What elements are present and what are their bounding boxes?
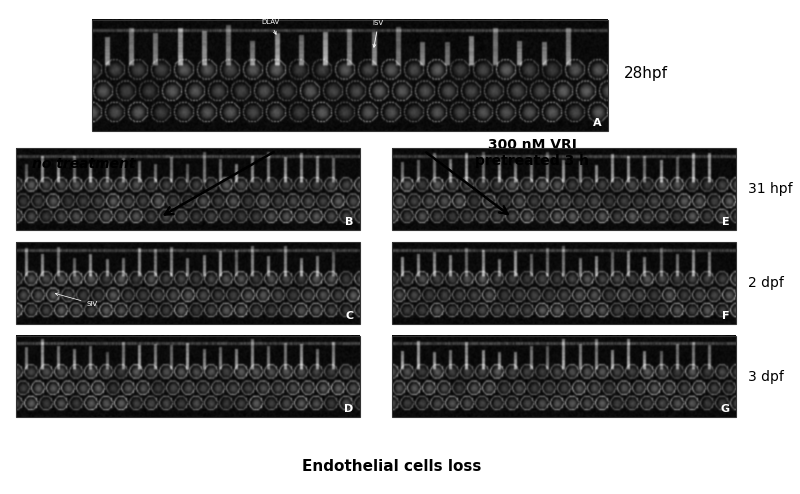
Text: G: G [721, 405, 730, 414]
Bar [92, 20, 608, 131]
Bar [392, 242, 736, 324]
Text: B: B [346, 217, 354, 227]
Bar [16, 336, 360, 417]
Bar [16, 148, 360, 230]
Text: SIV: SIV [55, 293, 98, 307]
Bar [16, 242, 360, 324]
Text: DLAV: DLAV [261, 19, 279, 34]
Text: 3 dpf: 3 dpf [748, 370, 784, 384]
Text: 28hpf: 28hpf [624, 66, 668, 81]
Text: 31 hpf: 31 hpf [748, 182, 793, 196]
Text: 2 dpf: 2 dpf [748, 276, 784, 290]
Text: C: C [346, 311, 354, 321]
Text: D: D [344, 405, 354, 414]
Text: A: A [593, 118, 602, 128]
Text: Endothelial cells loss: Endothelial cells loss [302, 459, 482, 474]
Text: F: F [722, 311, 730, 321]
Bar [392, 148, 736, 230]
Bar [392, 336, 736, 417]
Text: E: E [722, 217, 730, 227]
Text: ISV: ISV [373, 20, 384, 47]
Text: no treatment: no treatment [32, 157, 136, 171]
Text: 300 nM VRI
pretreated 3 h: 300 nM VRI pretreated 3 h [475, 138, 589, 168]
